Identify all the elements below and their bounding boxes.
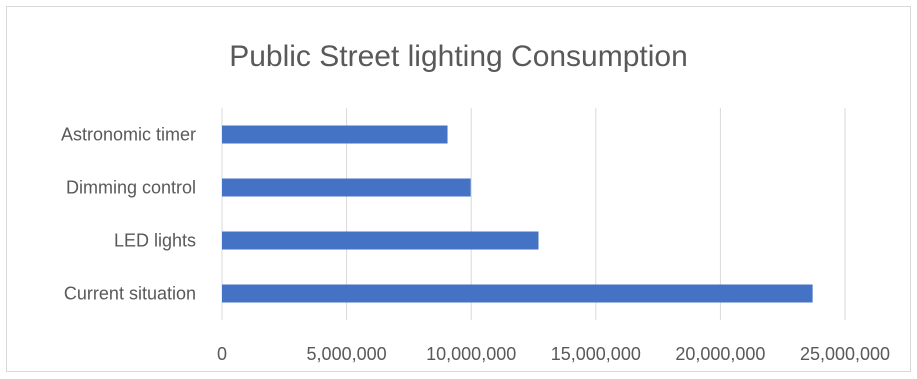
bar [222,178,471,197]
x-tick-label: 10,000,000 [426,344,516,364]
category-label: Astronomic timer [61,125,196,145]
x-tick-labels: 0 5,000,000 10,000,000 15,000,000 20,000,000… [217,344,890,364]
x-tick-label: 15,000,000 [551,344,641,364]
category-label: Dimming control [66,178,196,198]
category-label: LED lights [114,231,196,251]
bar [222,125,448,144]
chart-title: Public Street lighting Consumption [229,40,688,73]
x-tick-label: 25,000,000 [800,344,890,364]
bar [222,231,539,250]
bars [222,125,813,303]
category-label: Current situation [64,284,196,304]
x-tick-label: 20,000,000 [675,344,765,364]
bar [222,284,813,303]
x-tick-label: 5,000,000 [307,344,387,364]
x-tick-label: 0 [217,344,227,364]
category-labels: Astronomic timer Dimming control LED light… [61,125,196,304]
